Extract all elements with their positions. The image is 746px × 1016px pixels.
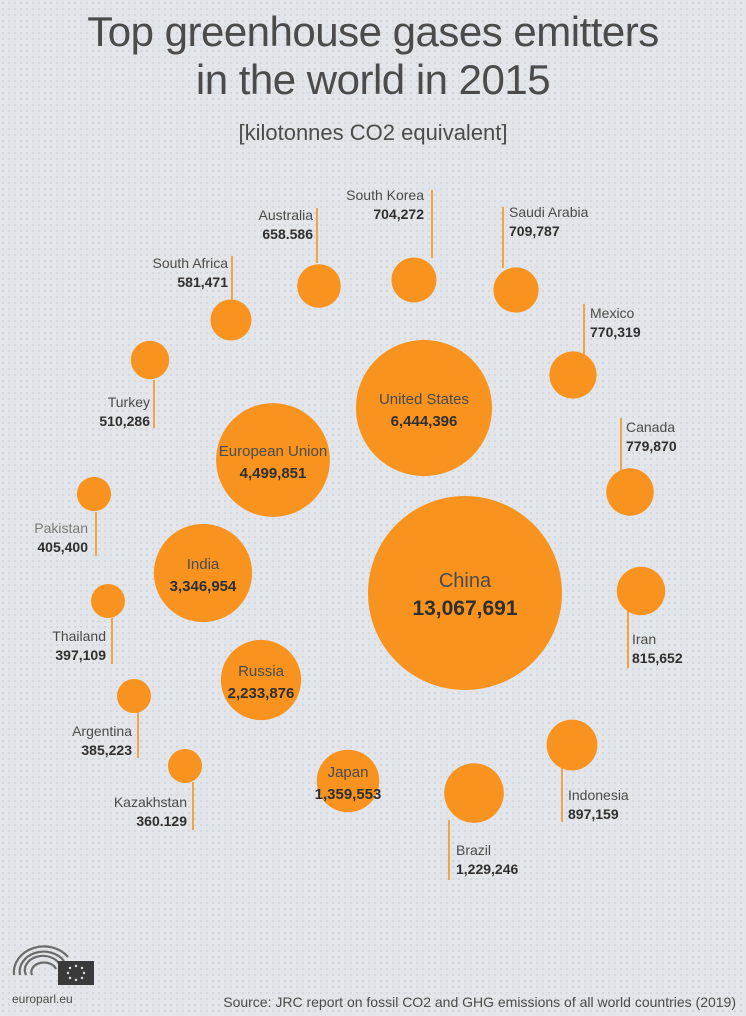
turkey-value-label: 510,286 (99, 413, 150, 429)
kazakhstan-value-label: 360.129 (136, 813, 187, 829)
united-states-bubble (355, 339, 493, 477)
south-africa-name-label: South Africa (153, 255, 229, 271)
thailand-name-label: Thailand (52, 628, 106, 644)
pakistan-value-label: 405,400 (37, 539, 88, 555)
chart-title: Top greenhouse gases emitters in the wor… (0, 8, 746, 104)
china-bubble (368, 496, 562, 690)
logo-text: europarl.eu (12, 992, 73, 1006)
mexico-bubble (549, 351, 597, 399)
south-korea-value-label: 704,272 (373, 206, 424, 222)
pakistan-bubble (76, 476, 112, 512)
iran-bubble (616, 566, 666, 616)
china-name-label: China (439, 570, 492, 592)
title-line-2: in the world in 2015 (195, 56, 551, 103)
turkey-bubble (130, 340, 170, 380)
european-union-bubble (216, 403, 330, 517)
united-states-name-label: United States (379, 391, 469, 408)
canada-bubble (606, 468, 654, 516)
mexico-name-label: Mexico (590, 305, 635, 321)
european-union-value-label: 4,499,851 (240, 465, 307, 482)
iran-value-label: 815,652 (632, 650, 683, 666)
kazakhstan-name-label: Kazakhstan (114, 794, 187, 810)
argentina-value-label: 385,223 (81, 742, 132, 758)
european-parliament-logo (12, 945, 94, 985)
indonesia-value-label: 897,159 (568, 806, 619, 822)
south-africa-bubble (210, 299, 252, 341)
australia-name-label: Australia (259, 207, 314, 223)
source-note: Source: JRC report on fossil CO2 and GHG… (223, 994, 736, 1010)
india-name-label: India (187, 556, 220, 573)
united-states-value-label: 6,444,396 (391, 413, 458, 430)
argentina-bubble (117, 679, 151, 713)
thailand-value-label: 397,109 (55, 647, 106, 663)
brazil-name-label: Brazil (456, 842, 491, 858)
india-value-label: 3,346,954 (170, 578, 237, 595)
argentina-name-label: Argentina (72, 723, 132, 739)
pakistan-name-label: Pakistan (34, 520, 88, 536)
australia-bubble (297, 264, 341, 308)
european-union-name-label: European Union (219, 443, 327, 460)
mexico-value-label: 770,319 (590, 324, 641, 340)
china-value-label: 13,067,691 (412, 597, 517, 620)
japan-name-label: Japan (328, 764, 369, 781)
russia-bubble (220, 639, 302, 721)
saudi-arabia-value-label: 709,787 (509, 223, 560, 239)
south-africa-value-label: 581,471 (177, 274, 228, 290)
russia-name-label: Russia (238, 663, 285, 680)
canada-value-label: 779,870 (626, 438, 677, 454)
turkey-name-label: Turkey (108, 394, 150, 410)
canada-name-label: Canada (626, 419, 675, 435)
kazakhstan-bubble (168, 749, 202, 783)
russia-value-label: 2,233,876 (228, 685, 295, 702)
india-bubble (153, 523, 253, 623)
japan-bubble (316, 749, 380, 813)
title-line-1: Top greenhouse gases emitters (87, 8, 659, 55)
south-korea-name-label: South Korea (346, 187, 424, 203)
japan-value-label: 1,359,553 (315, 786, 382, 803)
brazil-bubble (444, 763, 504, 823)
saudi-arabia-name-label: Saudi Arabia (509, 204, 589, 220)
iran-name-label: Iran (632, 631, 656, 647)
brazil-value-label: 1,229,246 (456, 861, 518, 877)
saudi-arabia-bubble (493, 267, 539, 313)
thailand-bubble (91, 584, 125, 618)
indonesia-bubble (546, 719, 598, 771)
south-korea-bubble (391, 257, 437, 303)
chart-subtitle: [kilotonnes CO2 equivalent] (238, 120, 508, 145)
indonesia-name-label: Indonesia (568, 787, 629, 803)
australia-value-label: 658.586 (262, 226, 313, 242)
